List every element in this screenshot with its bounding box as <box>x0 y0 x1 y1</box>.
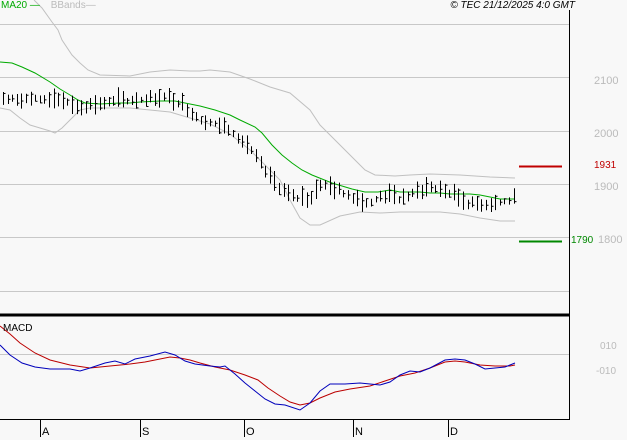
ma20-line <box>0 61 515 200</box>
copyright-timestamp: © TEC 21/12/2025 4:0 GMT <box>450 0 575 11</box>
x-tick-s: S <box>142 426 150 438</box>
y-tick-2100: 2100 <box>594 75 619 87</box>
macd-signal-line <box>0 325 516 406</box>
macd-tick-pos: 010 <box>600 341 617 352</box>
resistance-label: 1931 <box>594 160 617 171</box>
macd-title: MACD <box>3 323 33 334</box>
legend-ma20: MA20 — <box>1 0 40 11</box>
x-tick-o: O <box>246 426 255 438</box>
y-tick-1800: 1800 <box>598 234 623 246</box>
y-tick-2000: 2000 <box>594 128 619 140</box>
legend-bbands: BBands— <box>50 0 96 11</box>
x-tick-n: N <box>355 426 363 438</box>
price-gridlines <box>0 24 569 292</box>
support-label: 1790 <box>571 235 594 246</box>
x-tick-d: D <box>450 426 458 438</box>
bband-upper <box>33 0 516 179</box>
chart-legend: MA20 — BBands— <box>1 0 96 11</box>
y-tick-1900: 1900 <box>594 181 619 193</box>
macd-tick-neg: -010 <box>596 366 617 377</box>
x-ticks <box>40 420 449 437</box>
macd-line <box>0 344 516 411</box>
x-tick-a: A <box>42 426 50 438</box>
price-bars <box>3 87 517 213</box>
bband-lower <box>0 107 515 226</box>
